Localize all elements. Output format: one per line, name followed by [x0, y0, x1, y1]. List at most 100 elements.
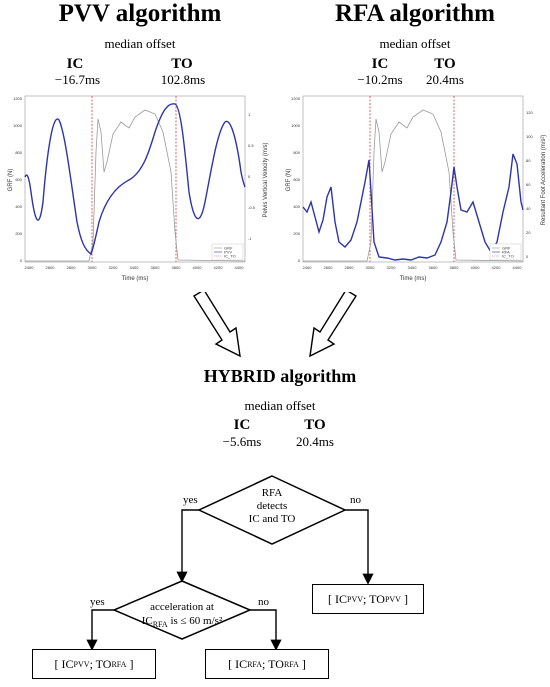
pvv-xtick: 3400 — [130, 265, 140, 270]
rfa-ytick-right: 80 — [526, 158, 531, 163]
rfa-ytick-right: 60 — [526, 182, 531, 187]
pvv-xtick: 2800 — [67, 265, 77, 270]
rfa-ylabel-left: GRF (N) — [286, 169, 292, 192]
box-sub: RFA — [111, 659, 127, 669]
rfa-xtick: 4200 — [492, 265, 502, 270]
box-text: ] — [403, 591, 408, 606]
box-sub: PVV — [384, 594, 401, 604]
rfa-chart: 1200 1000 800 600 400 200 0 120 100 80 6… — [286, 95, 547, 282]
pvv-xtick: 3000 — [88, 265, 98, 270]
left-hollow-arrow — [193, 292, 241, 358]
d1-no-connector — [345, 509, 374, 585]
rfa-legend: GRF RFA IC_TO — [489, 243, 522, 261]
rfa-yticks-left: 1200 1000 800 600 400 200 0 — [291, 96, 301, 263]
rfa-ytick: 0 — [298, 258, 301, 263]
pvv-ytick: 200 — [15, 231, 22, 236]
rfa-xticks: 2400 2600 2800 3000 3200 3400 3600 3800 … — [303, 265, 523, 270]
rfa-ytick: 600 — [293, 177, 300, 182]
rfa-xtick: 4400 — [513, 265, 523, 270]
rfa-xtick: 2400 — [303, 265, 313, 270]
rfa-ytick: 1200 — [291, 96, 301, 101]
rfa-subscript: RFA — [152, 620, 168, 630]
pvv-to-label: TO — [171, 56, 193, 72]
d2-yes-label: yes — [90, 596, 105, 608]
rfa-ytick: 200 — [293, 231, 300, 236]
rfa-xtick: 3800 — [450, 265, 460, 270]
pvv-xtick: 2400 — [25, 265, 35, 270]
right-hollow-arrow — [309, 292, 357, 358]
pvv-ytick-right: -1 — [248, 236, 252, 241]
pvv-ic-label: IC — [66, 56, 84, 72]
rfa-to-value: 20.4ms — [426, 72, 464, 87]
pvv-legend-icto: IC_TO — [224, 254, 236, 259]
pvv-legend: GRF PVV IC_TO — [211, 243, 244, 261]
rfa-ytick: 1000 — [291, 123, 301, 128]
rfa-median-label: median offset — [379, 36, 451, 51]
outcome-pvv-ic-rfa-to: [ IC PVV; TO RFA ] — [32, 649, 156, 679]
d1-yes-connector — [176, 509, 199, 583]
decision-rfa-text: RFA detects IC and TO — [222, 487, 322, 526]
box-text: ; TO — [363, 591, 385, 606]
pvv-xtick: 4200 — [214, 265, 224, 270]
rfa-yticks-right: 120 100 80 60 40 20 0 — [526, 110, 533, 259]
pvv-ytick: 0 — [20, 258, 23, 263]
decision-acceleration-line1: acceleration at — [150, 601, 214, 613]
pvv-xtick: 3200 — [109, 265, 119, 270]
pvv-plot-frame — [24, 95, 246, 263]
pvv-grf-series — [25, 109, 246, 262]
pvv-ytick-right: 0 — [248, 174, 251, 179]
decision-acceleration-text: acceleration at ICRFA is ≤ 60 m/s² — [130, 600, 234, 632]
rfa-ytick-right: 20 — [526, 230, 531, 235]
box-text: ; TO — [89, 656, 112, 671]
rfa-ytick-right: 0 — [526, 254, 529, 259]
decision-rfa-line: IC and TO — [248, 513, 296, 525]
pvv-ytick-right: 1 — [248, 112, 251, 117]
hybrid-to-value: 20.4ms — [296, 434, 334, 449]
rfa-ytick: 800 — [293, 150, 300, 155]
box-text: [ IC — [328, 591, 348, 606]
rfa-xlabel: Time (ms) — [400, 276, 427, 282]
box-text: ] — [301, 656, 306, 671]
rfa-ytick-right: 120 — [526, 110, 533, 115]
box-sub: RFA — [247, 659, 263, 669]
pvv-ytick-right: 0.5 — [248, 143, 254, 148]
pvv-legend-pvv: PVV — [224, 250, 232, 255]
rfa-grf-series — [303, 109, 524, 262]
box-sub: PVV — [73, 659, 90, 669]
pvv-ylabel-right: Pelvis Vertical Velocity (m/s) — [263, 142, 269, 217]
decision-acceleration-diamond — [112, 580, 252, 640]
hybrid-ic-label: IC — [233, 417, 251, 433]
decision-acceleration-line2: ICRFA is ≤ 60 m/s² — [130, 614, 234, 632]
box-text: ] — [129, 656, 134, 671]
box-text: [ IC — [54, 656, 74, 671]
hybrid-to-label: TO — [304, 417, 326, 433]
ic-symbol: IC — [141, 615, 153, 627]
rfa-ytick-right: 40 — [526, 206, 531, 211]
pvv-xtick: 3600 — [151, 265, 161, 270]
rfa-ic-value: −10.2ms — [357, 72, 403, 87]
decision-rfa-diamond — [197, 475, 347, 545]
pvv-xtick: 3800 — [172, 265, 182, 270]
pvv-xtick: 4000 — [193, 265, 203, 270]
pvv-yticks-left: 1200 1000 800 600 400 200 0 — [13, 96, 23, 263]
rfa-ytick: 400 — [293, 204, 300, 209]
pvv-median-label: median offset — [104, 36, 176, 51]
pvv-xtick: 4400 — [235, 265, 245, 270]
rfa-xtick: 3600 — [429, 265, 439, 270]
rfa-xtick: 3400 — [408, 265, 418, 270]
pvv-to-value: 102.8ms — [160, 72, 206, 87]
pvv-ytick: 600 — [15, 177, 22, 182]
decision-rfa-line: RFA — [261, 487, 283, 499]
flowchart-connectors — [86, 475, 374, 651]
pvv-ic-value: −16.7ms — [54, 72, 101, 87]
pvv-xtick: 2600 — [46, 265, 56, 270]
rfa-ytick-right: 100 — [526, 134, 533, 139]
pvv-velocity-series — [24, 103, 246, 256]
threshold-text: is ≤ 60 m/s² — [167, 615, 223, 627]
rfa-xtick: 2800 — [345, 265, 355, 270]
pvv-ytick-right: -0.5 — [248, 205, 256, 210]
rfa-title: RFA algorithm — [335, 0, 495, 27]
pvv-title: PVV algorithm — [58, 0, 222, 27]
d2-no-label: no — [258, 596, 269, 608]
outcome-rfa-ic-rfa-to: [ IC RFA; TO RFA ] — [205, 649, 329, 679]
